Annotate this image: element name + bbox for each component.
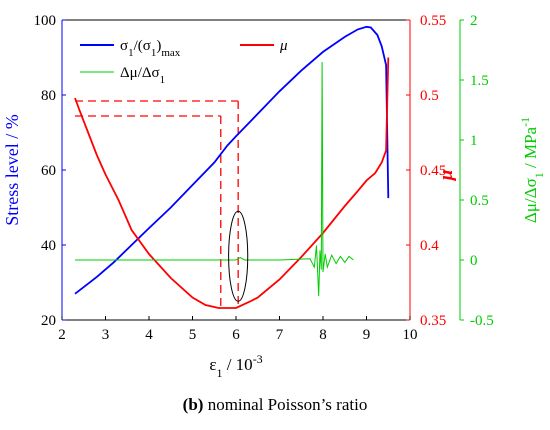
y-left-tick-label: 40 — [41, 238, 56, 254]
y-right1-axis-label: μ — [436, 170, 457, 182]
y-left-axis-label: Stress level / % — [2, 114, 22, 225]
y-right2-tick-label: -0.5 — [470, 313, 494, 329]
y-right1-tick-label: 0.4 — [420, 238, 439, 254]
caption-text: nominal Poisson’s ratio — [203, 395, 368, 414]
y-right1-tick-label: 0.45 — [420, 163, 446, 179]
y-right1-tick-label: 0.35 — [420, 313, 446, 329]
x-tick-label: 4 — [145, 327, 153, 343]
x-tick-label: 10 — [403, 327, 418, 343]
y-right1-tick-label: 0.5 — [420, 88, 439, 104]
y-left-tick-label: 80 — [41, 88, 56, 104]
y-right2-tick-label: 0.5 — [470, 193, 489, 209]
x-axis-label: ε1 / 10-3 — [209, 352, 262, 380]
series-line-right2 — [75, 61, 354, 297]
caption-label: (b) — [182, 395, 204, 414]
series-line-right1 — [74, 57, 390, 309]
highlight-ellipse — [228, 210, 249, 302]
y-right2-axis-label: Δμ/Δσ1 / MPa-1 — [518, 117, 546, 223]
series-line-left — [74, 25, 390, 295]
y-left-tick-label: 100 — [34, 13, 57, 29]
figure-caption: (b) nominal Poisson’s ratio — [0, 395, 550, 415]
y-left-tick-label: 20 — [41, 313, 56, 329]
y-right1-tick-label: 0.55 — [420, 13, 446, 29]
legend-label-derivative: Δμ/Δσ1 — [120, 65, 165, 86]
x-tick-label: 7 — [276, 327, 284, 343]
x-tick-label: 2 — [58, 327, 66, 343]
y-right2-tick-label: 1 — [470, 133, 478, 149]
y-left-tick-label: 60 — [41, 163, 56, 179]
x-tick-label: 6 — [232, 327, 240, 343]
y-right2-tick-label: 0 — [470, 253, 478, 269]
legend-label-mu: μ — [279, 38, 288, 54]
x-tick-label: 9 — [363, 327, 371, 343]
legend-label-stress: σ1/(σ1)max — [120, 38, 181, 59]
x-tick-label: 8 — [319, 327, 327, 343]
y-right2-tick-label: 2 — [470, 13, 478, 29]
y-right2-tick-label: 1.5 — [470, 73, 489, 89]
x-tick-label: 5 — [189, 327, 197, 343]
x-tick-label: 3 — [102, 327, 110, 343]
